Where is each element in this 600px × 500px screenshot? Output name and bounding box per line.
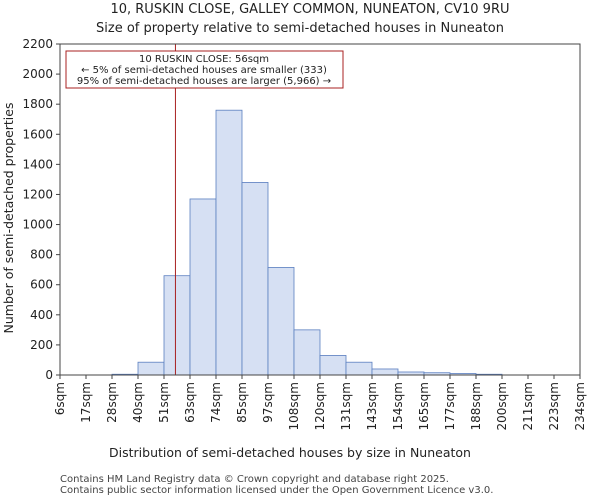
x-tick-label: 28sqm [105, 382, 119, 423]
y-tick-label: 1400 [22, 157, 53, 171]
y-tick-label: 0 [45, 368, 53, 382]
histogram-bar-85sqm [241, 182, 269, 376]
y-tick-label: 2000 [22, 67, 53, 81]
y-tick-label: 800 [30, 248, 53, 262]
histogram-bar-143sqm [371, 368, 399, 376]
x-tick-label: 165sqm [417, 382, 431, 430]
histogram-bar-74sqm [215, 109, 243, 376]
x-tick-label: 85sqm [235, 382, 249, 423]
footer-line-1: Contains HM Land Registry data © Crown c… [60, 474, 449, 485]
y-tick-label: 200 [30, 338, 53, 352]
y-tick-label: 2200 [22, 37, 53, 51]
x-tick-label: 211sqm [521, 382, 535, 430]
y-tick-label: 1800 [22, 97, 53, 111]
annotation-box: 10 RUSKIN CLOSE: 56sqm ← 5% of semi-deta… [65, 50, 344, 89]
chart-subtitle: Size of property relative to semi-detach… [96, 21, 504, 36]
x-tick-label: 154sqm [391, 382, 405, 430]
annotation-border [65, 50, 344, 89]
y-tick-label: 1000 [22, 218, 53, 232]
histogram-bar-97sqm [267, 267, 295, 376]
x-tick-label: 234sqm [573, 382, 587, 430]
x-tick-label: 17sqm [79, 382, 93, 423]
y-tick-label: 1200 [22, 187, 53, 201]
x-tick-label: 143sqm [365, 382, 379, 430]
chart-title: 10, RUSKIN CLOSE, GALLEY COMMON, NUNEATO… [110, 2, 509, 17]
annotation-line-3: 95% of semi-detached houses are larger (… [77, 76, 331, 87]
histogram-bar-63sqm [189, 198, 217, 376]
histogram-bar-120sqm [319, 355, 347, 376]
x-tick-label: 177sqm [443, 382, 457, 430]
annotation-line-2: ← 5% of semi-detached houses are smaller… [81, 65, 327, 76]
x-tick-label: 6sqm [53, 382, 67, 415]
x-tick-label: 40sqm [131, 382, 145, 423]
x-tick-label: 200sqm [495, 382, 509, 430]
x-tick-label: 108sqm [287, 382, 301, 430]
y-axis-label: Number of semi-detached properties [1, 103, 16, 334]
x-tick-label: 63sqm [183, 382, 197, 423]
y-tick-label: 1600 [22, 127, 53, 141]
x-tick-label: 223sqm [547, 382, 561, 430]
x-tick-label: 74sqm [209, 382, 223, 423]
x-tick-label: 131sqm [339, 382, 353, 430]
plot-frame [59, 43, 581, 376]
histogram-bar-131sqm [345, 361, 373, 376]
y-axis-ticks: 0 200 400 600 800 1000 1200 1400 1600 1800 2000 220… [22, 37, 60, 382]
histogram-bar-108sqm [293, 329, 321, 376]
x-tick-label: 51sqm [157, 382, 171, 423]
annotation-line-1: 10 RUSKIN CLOSE: 56sqm [139, 54, 269, 65]
y-tick-label: 600 [30, 278, 53, 292]
histogram-bar-51sqm [163, 275, 191, 376]
x-axis-ticks: 6sqm 17sqm 28sqm 40sqm 51sqm 63sqm 74sqm 85sqm 9… [53, 375, 587, 430]
y-tick-label: 400 [30, 308, 53, 322]
x-tick-label: 188sqm [469, 382, 483, 430]
x-tick-label: 120sqm [313, 382, 327, 430]
footer-line-2: Contains public sector information licen… [60, 485, 494, 496]
x-tick-label: 97sqm [261, 382, 275, 423]
bars [111, 109, 503, 376]
x-axis-label: Distribution of semi-detached houses by … [109, 445, 471, 460]
histogram-bar-40sqm [137, 361, 165, 376]
